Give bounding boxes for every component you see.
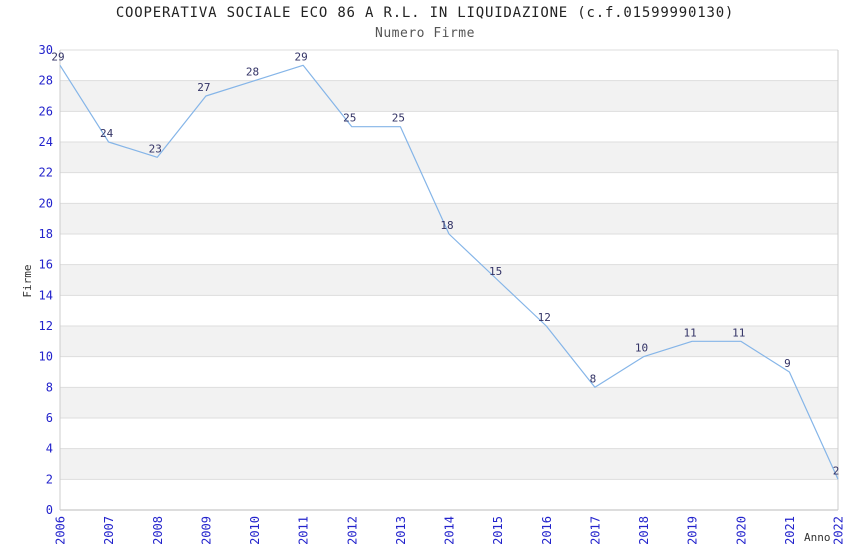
data-point-label: 8 [590,372,597,385]
x-tick-label: 2017 [588,516,602,545]
y-tick-label: 28 [39,74,53,88]
y-tick-label: 16 [39,258,53,272]
y-tick-label: 22 [39,166,53,180]
x-tick-label: 2010 [248,516,262,545]
data-point-label: 27 [197,81,210,94]
data-point-label: 2 [833,464,840,477]
x-tick-label: 2014 [443,516,457,545]
plot-band [60,264,838,296]
y-tick-label: 6 [46,411,53,425]
y-tick-label: 30 [39,43,53,57]
x-tick-label: 2022 [832,516,846,545]
plot-band [60,295,838,326]
x-tick-label: 2011 [297,516,311,545]
chart-title: COOPERATIVA SOCIALE ECO 86 A R.L. IN LIQ… [115,5,735,21]
y-tick-label: 8 [46,380,53,394]
x-axis-title: Anno [804,531,831,544]
x-tick-label: 2021 [783,516,797,545]
x-tick-label: 2016 [540,516,554,545]
data-point-label: 23 [149,142,162,155]
x-tick-label: 2006 [54,516,68,545]
x-tick-label: 2019 [686,516,700,545]
data-point-label: 9 [784,357,791,370]
data-point-label: 29 [51,50,64,63]
data-point-label: 28 [246,66,259,79]
data-point-label: 11 [732,326,745,339]
y-tick-label: 2 [46,472,53,486]
y-tick-label: 18 [39,227,53,241]
x-tick-label: 2018 [637,516,651,545]
data-point-label: 25 [392,112,405,125]
plot-band [60,234,838,265]
plot-band [60,448,838,480]
plot-band [60,50,838,81]
plot-band [60,80,838,112]
data-point-label: 10 [635,342,648,355]
plot-band [60,356,838,388]
data-point-label: 11 [683,326,696,339]
data-point-label: 25 [343,112,356,125]
data-point-label: 15 [489,265,502,278]
y-tick-label: 4 [46,442,53,456]
data-point-label: 12 [538,311,551,324]
x-tick-label: 2007 [102,516,116,545]
x-tick-label: 2009 [199,516,213,545]
x-tick-label: 2008 [151,516,165,545]
y-tick-label: 26 [39,104,53,118]
y-tick-label: 0 [46,503,53,517]
x-tick-label: 2012 [345,516,359,545]
plot-band [60,387,838,418]
plot-band [60,203,838,234]
x-tick-label: 2013 [394,516,408,545]
data-point-label: 18 [440,219,453,232]
x-tick-label: 2015 [491,516,505,545]
plot-band [60,172,838,204]
data-point-label: 29 [294,50,307,63]
plot-band [60,479,838,510]
x-tick-label: 2020 [734,516,748,545]
y-tick-label: 14 [39,288,53,302]
data-point-label: 24 [100,127,114,140]
plot-band [60,142,838,173]
plot-band [60,111,838,142]
data-line-series [59,64,839,480]
plot-band [60,418,838,449]
y-tick-label: 10 [39,350,53,364]
y-tick-label: 24 [39,135,53,149]
chart-subtitle: Numero Firme [375,26,475,41]
y-tick-label: 12 [39,319,53,333]
y-tick-label: 20 [39,196,53,210]
